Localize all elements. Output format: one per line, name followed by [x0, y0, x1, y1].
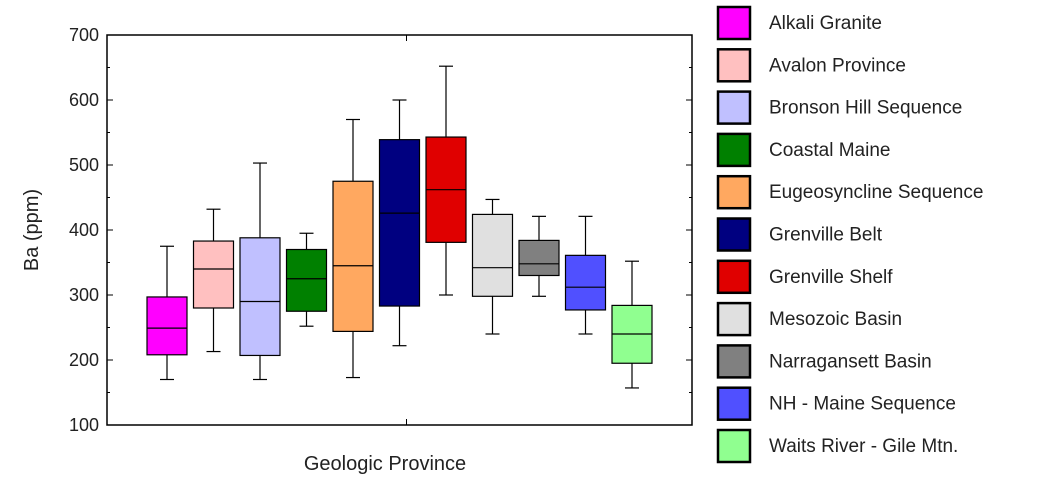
- box-nh-maine-sequence: [564, 215, 607, 335]
- legend-swatch: [716, 217, 752, 252]
- x-axis-title: Geologic Province: [304, 453, 466, 475]
- legend-label: Eugeosyncline Sequence: [769, 182, 983, 203]
- legend: Alkali Granite Avalon Province Bronson Hil…: [716, 5, 983, 464]
- legend-swatch: [716, 428, 752, 464]
- legend-swatch: [716, 344, 752, 379]
- box-waits-river-gile-mtn-: [611, 260, 653, 389]
- legend-label: Mesozoic Basin: [769, 309, 902, 330]
- legend-label: Alkali Granite: [769, 13, 882, 34]
- box-iqr: [146, 296, 188, 356]
- box-eugeosyncline-sequence: [332, 118, 374, 379]
- y-axis-title: Ba (ppm): [21, 189, 43, 271]
- legend-label: Grenville Shelf: [769, 267, 893, 288]
- y-tick-label: 700: [69, 25, 99, 45]
- box-grenville-belt: [378, 99, 421, 347]
- box-iqr: [378, 139, 421, 307]
- legend-label: Waits River - Gile Mtn.: [769, 436, 958, 457]
- y-tick-label: 300: [69, 285, 99, 305]
- legend-label: Narragansett Basin: [769, 351, 932, 372]
- box-iqr: [285, 248, 328, 312]
- y-tick-label: 500: [69, 155, 99, 175]
- box-iqr: [564, 254, 607, 311]
- legend-swatch: [716, 386, 752, 421]
- legend-swatch: [716, 48, 752, 83]
- legend-swatch: [716, 5, 752, 41]
- plot-frame: [106, 34, 693, 426]
- y-tick-label: 200: [69, 350, 99, 370]
- legend-swatch: [716, 301, 752, 337]
- y-tick-label: 600: [69, 90, 99, 110]
- box-iqr: [332, 180, 374, 332]
- legend-swatch: [716, 259, 752, 295]
- y-tick-label: 400: [69, 220, 99, 240]
- box-narragansett-basin: [518, 215, 560, 297]
- box-avalon-province: [192, 208, 235, 353]
- box-series: [146, 65, 653, 389]
- box-bronson-hill-sequence: [239, 162, 281, 381]
- legend-label: Coastal Maine: [769, 140, 890, 161]
- legend-swatch: [716, 90, 752, 125]
- box-coastal-maine: [285, 232, 328, 327]
- legend-label: Grenville Belt: [769, 225, 883, 246]
- box-grenville-shelf: [425, 65, 467, 296]
- legend-swatch: [716, 132, 752, 168]
- box-mesozoic-basin: [471, 198, 514, 335]
- legend-label: Bronson Hill Sequence: [769, 98, 962, 119]
- box-alkali-granite: [146, 245, 188, 381]
- y-tick-label: 100: [69, 415, 99, 435]
- legend-swatch: [716, 174, 752, 210]
- legend-label: NH - Maine Sequence: [769, 394, 956, 415]
- box-iqr: [518, 239, 560, 277]
- box-iqr: [239, 237, 281, 357]
- legend-label: Avalon Province: [769, 55, 906, 76]
- box-iqr: [192, 240, 235, 309]
- box-iqr: [471, 213, 514, 297]
